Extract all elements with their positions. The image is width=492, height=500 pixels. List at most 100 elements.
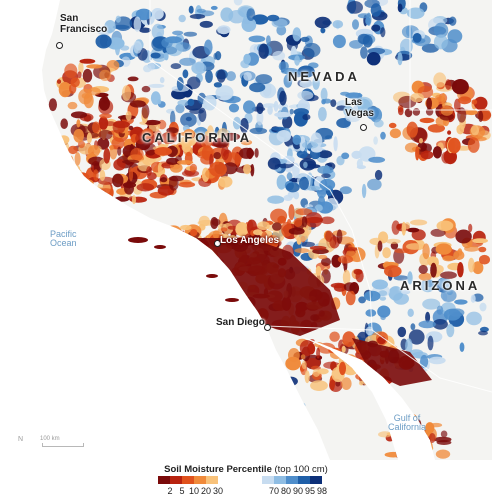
moisture-patch [252, 229, 263, 236]
moisture-patch [453, 250, 465, 261]
moisture-patch [419, 117, 435, 124]
moisture-patch [333, 136, 338, 152]
moisture-patch [60, 118, 68, 129]
moisture-patch [243, 164, 252, 175]
moisture-patch [117, 146, 122, 156]
moisture-patch [425, 280, 435, 288]
moisture-patch [478, 110, 484, 122]
legend-tick-label: 98 [316, 486, 328, 496]
moisture-patch [406, 7, 425, 19]
moisture-patch [468, 223, 473, 233]
moisture-patch [457, 262, 464, 278]
moisture-patch [183, 31, 197, 37]
moisture-patch [432, 319, 448, 330]
scale-bar-line [42, 443, 84, 447]
legend-tick-label: 90 [292, 486, 304, 496]
moisture-patch [220, 227, 228, 232]
moisture-patch [276, 174, 287, 190]
moisture-patch [209, 161, 227, 177]
moisture-patch [358, 296, 366, 304]
moisture-patch [92, 121, 100, 134]
label-san-diego: San Diego [216, 317, 265, 328]
moisture-patch [377, 240, 383, 252]
moisture-patch [299, 158, 317, 171]
moisture-patch [472, 261, 484, 275]
moisture-patch [441, 92, 446, 108]
moisture-patch [388, 122, 397, 129]
moisture-patch [357, 13, 371, 19]
moisture-patch [407, 227, 420, 233]
moisture-patch [466, 311, 482, 326]
legend-tick-label: 70 [268, 486, 280, 496]
moisture-patch [312, 368, 320, 377]
channel-island [128, 237, 148, 243]
moisture-patch [175, 104, 185, 114]
moisture-patch [288, 227, 305, 235]
moisture-patch [159, 77, 165, 84]
moisture-patch [401, 289, 411, 295]
moisture-patch [440, 271, 457, 280]
moisture-patch [216, 69, 226, 83]
moisture-patch [456, 124, 465, 135]
moisture-patch [183, 129, 195, 139]
moisture-patch [292, 134, 302, 145]
moisture-patch [436, 440, 452, 445]
moisture-patch [136, 183, 155, 192]
label-pacific-ocean: Pacific Ocean [50, 229, 77, 249]
moisture-patch [233, 0, 243, 6]
moisture-patch [320, 27, 326, 34]
moisture-patch [189, 163, 198, 173]
moisture-patch [172, 30, 184, 36]
legend-tick-label: 95 [304, 486, 316, 496]
moisture-patch [112, 173, 124, 188]
moisture-patch [337, 255, 353, 264]
label-gulf-of-california: Gulf of California [388, 413, 427, 433]
moisture-patch [235, 222, 249, 237]
moisture-patch [111, 137, 125, 150]
moisture-patch [210, 217, 219, 229]
moisture-patch [316, 347, 321, 359]
moisture-patch [309, 245, 327, 251]
moisture-patch [133, 16, 142, 32]
moisture-patch [210, 5, 218, 10]
legend-title: Soil Moisture Percentile (top 100 cm) [0, 464, 492, 475]
moisture-patch [412, 108, 421, 116]
moisture-patch [409, 349, 423, 356]
moisture-patch [356, 165, 366, 170]
moisture-patch [380, 27, 386, 38]
border-ca-nv-az [149, 0, 373, 331]
moisture-patch [122, 159, 140, 164]
legend-tick-label: 10 [188, 486, 200, 496]
moisture-patch [427, 256, 439, 267]
moisture-patch [472, 238, 488, 244]
moisture-patch [330, 99, 337, 107]
moisture-patch [198, 107, 207, 122]
moisture-patch [293, 218, 303, 227]
moisture-patch [285, 356, 301, 371]
moisture-patch [353, 268, 363, 275]
legend-title-main: Soil Moisture Percentile [164, 464, 272, 475]
moisture-patch [128, 166, 134, 182]
moisture-patch [56, 79, 62, 84]
moisture-patch [74, 152, 81, 166]
channel-island [154, 245, 166, 249]
moisture-patch [99, 113, 112, 119]
moisture-patch [410, 219, 428, 226]
moisture-patch [246, 8, 256, 21]
legend-swatch [262, 476, 274, 484]
moisture-patch [301, 141, 319, 149]
moisture-patch [408, 329, 425, 345]
moisture-patch [68, 145, 78, 155]
moisture-patch [289, 108, 294, 115]
moisture-patch [428, 433, 436, 443]
los-angeles-dot [214, 240, 221, 247]
moisture-patch [333, 283, 347, 292]
moisture-patch [141, 85, 151, 93]
san-diego-dot [264, 324, 271, 331]
moisture-patch [154, 147, 172, 156]
moisture-patch [418, 264, 428, 274]
moisture-patch [267, 14, 280, 22]
moisture-patch [297, 90, 314, 100]
moisture-patch [188, 5, 194, 14]
